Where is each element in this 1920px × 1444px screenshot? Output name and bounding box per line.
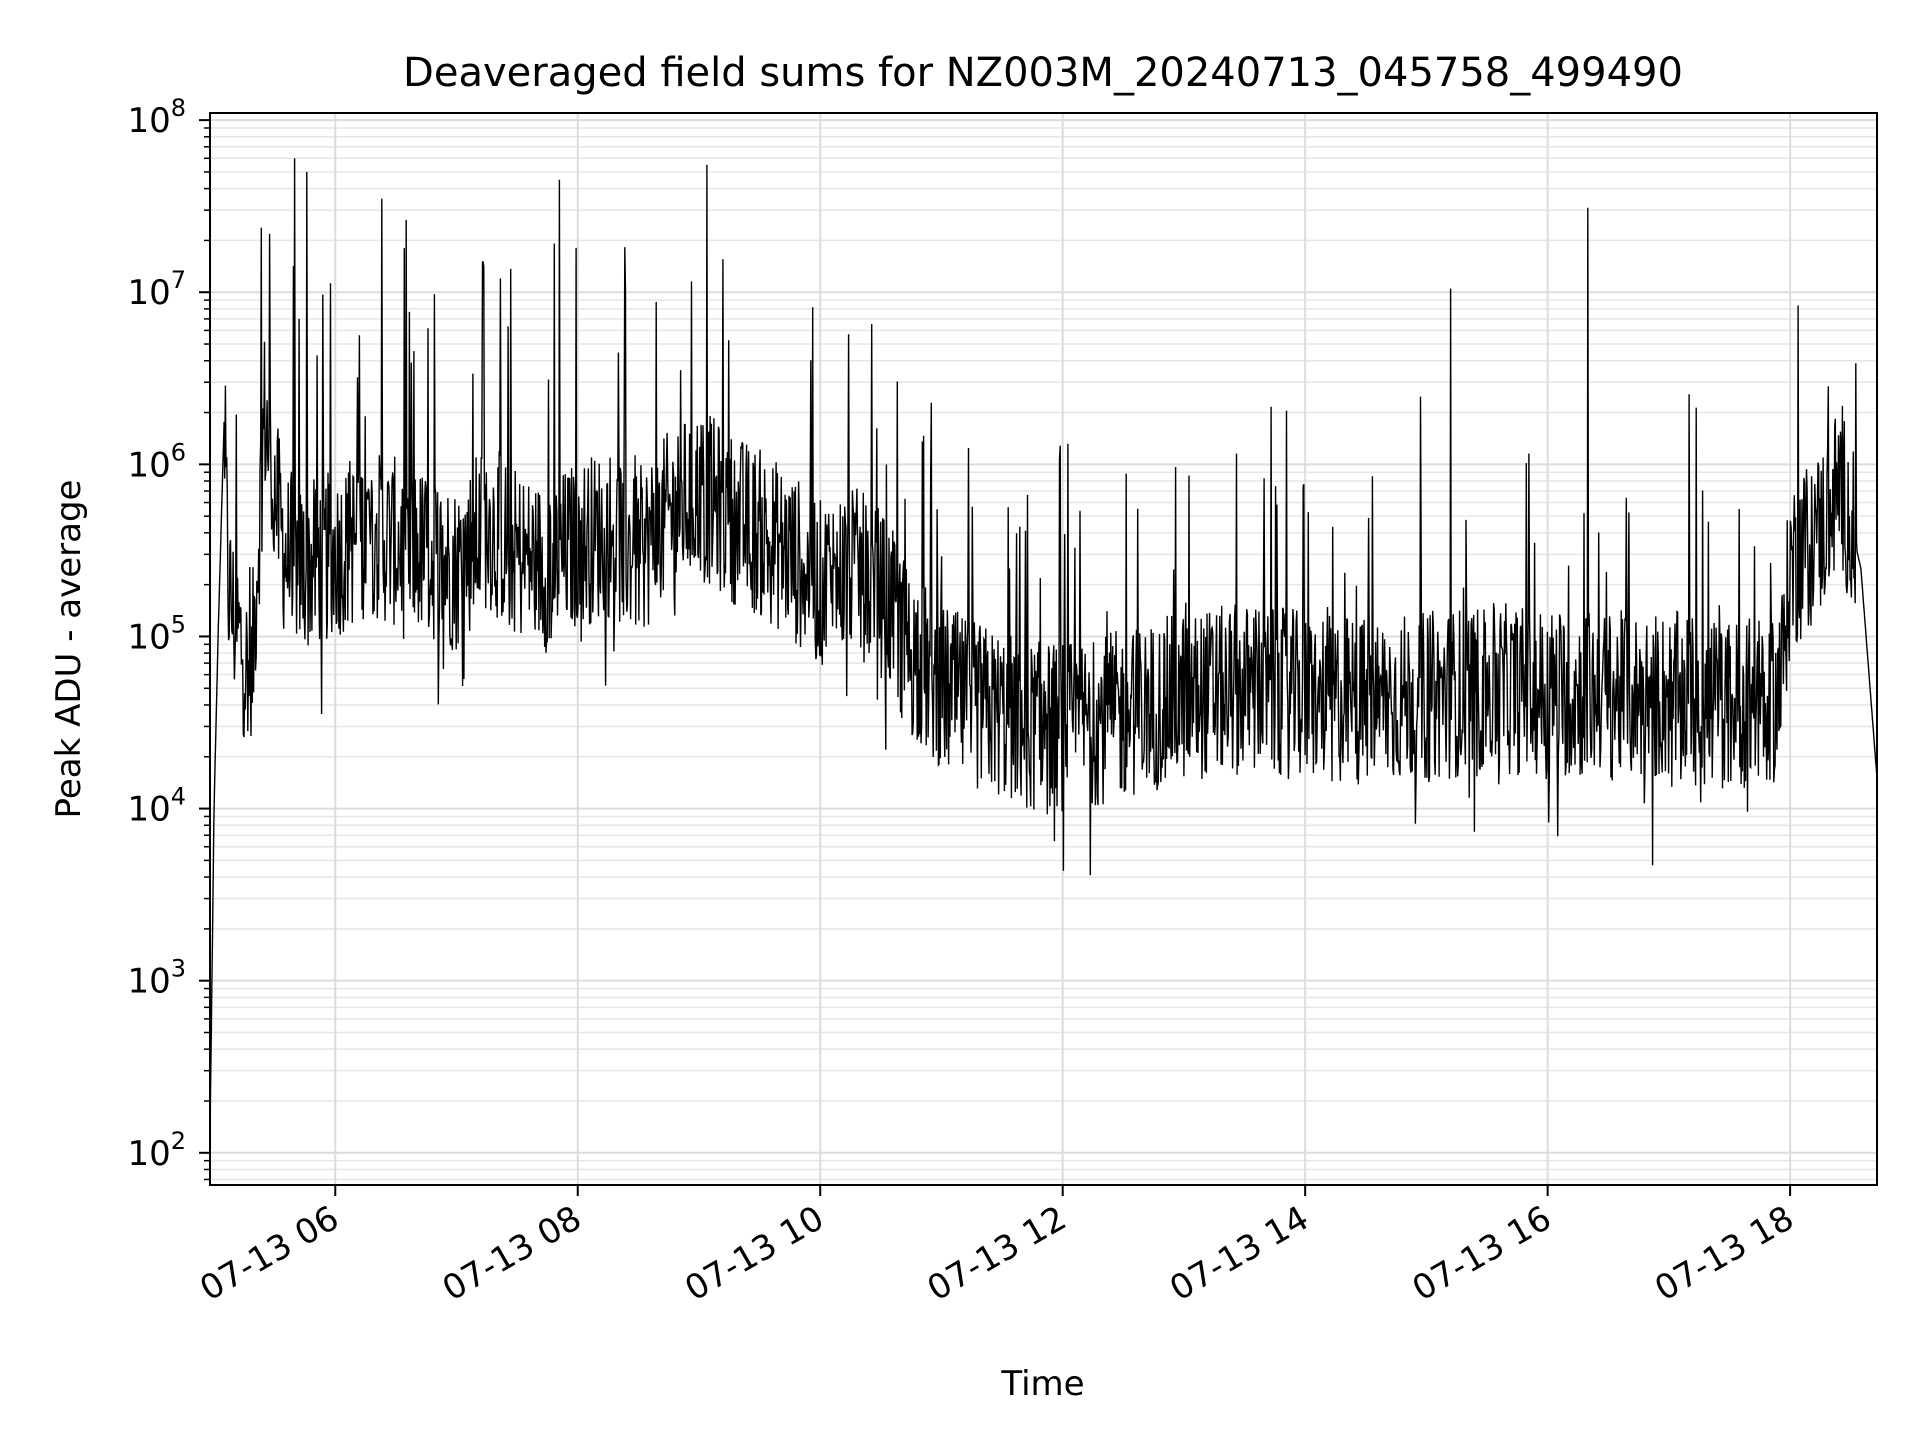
y-tick-base: 10 bbox=[127, 273, 170, 313]
y-tick-label: 106 bbox=[127, 438, 186, 485]
y-tick-base: 10 bbox=[127, 617, 170, 657]
y-tick-label: 102 bbox=[127, 1127, 186, 1174]
y-tick-label: 108 bbox=[127, 94, 186, 141]
y-tick-label: 105 bbox=[127, 610, 186, 657]
y-tick-base: 10 bbox=[127, 962, 170, 1002]
y-tick-label: 104 bbox=[127, 783, 186, 830]
x-tick-label: 07-13 08 bbox=[436, 1198, 588, 1309]
y-tick-exponent: 5 bbox=[171, 610, 186, 638]
y-tick-exponent: 8 bbox=[171, 94, 186, 122]
chart-title: Deaveraged field sums for NZ003M_2024071… bbox=[403, 50, 1683, 96]
x-tick-label: 07-13 10 bbox=[678, 1198, 830, 1309]
y-axis-label: Peak ADU - average bbox=[49, 480, 89, 819]
line-layer bbox=[209, 158, 1878, 1140]
y-tick-label: 103 bbox=[127, 955, 186, 1002]
data-series-line bbox=[209, 158, 1878, 1140]
x-tick-label: 07-13 18 bbox=[1648, 1198, 1800, 1309]
y-tick-base: 10 bbox=[127, 445, 170, 485]
y-tick-label: 107 bbox=[127, 266, 186, 313]
y-tick-base: 10 bbox=[127, 1134, 170, 1174]
plot-frame bbox=[209, 112, 1878, 1186]
x-tick-label: 07-13 06 bbox=[193, 1198, 345, 1309]
y-tick-exponent: 2 bbox=[171, 1127, 186, 1155]
x-tick-label: 07-13 12 bbox=[921, 1198, 1073, 1309]
y-tick-base: 10 bbox=[127, 101, 170, 141]
y-tick-exponent: 7 bbox=[171, 266, 186, 294]
x-axis-label: Time bbox=[1000, 1364, 1084, 1404]
y-tick-exponent: 4 bbox=[171, 783, 186, 811]
x-tick-label: 07-13 14 bbox=[1163, 1198, 1315, 1309]
y-tick-exponent: 3 bbox=[171, 955, 186, 983]
y-tick-exponent: 6 bbox=[171, 438, 186, 466]
y-tick-base: 10 bbox=[127, 790, 170, 830]
x-tick-label: 07-13 16 bbox=[1406, 1198, 1558, 1309]
